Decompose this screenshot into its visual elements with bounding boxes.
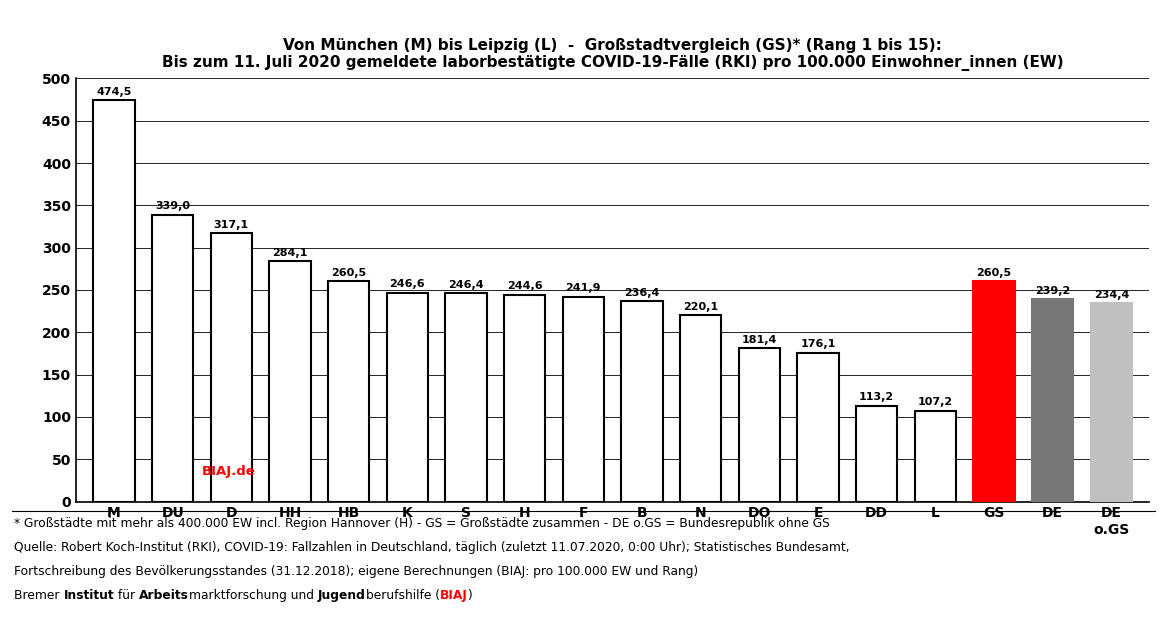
Text: 339,0: 339,0 xyxy=(155,201,190,211)
Text: 241,9: 241,9 xyxy=(566,283,601,293)
Text: BIAJ.de: BIAJ.de xyxy=(202,465,256,478)
Text: 246,6: 246,6 xyxy=(390,280,425,290)
Bar xyxy=(211,233,252,502)
Text: 234,4: 234,4 xyxy=(1093,290,1128,300)
Text: 474,5: 474,5 xyxy=(97,87,132,97)
Text: 246,4: 246,4 xyxy=(448,280,484,290)
Text: 260,5: 260,5 xyxy=(977,268,1012,278)
Text: Jugend: Jugend xyxy=(317,589,365,602)
Text: 181,4: 181,4 xyxy=(742,335,777,345)
Text: für: für xyxy=(114,589,139,602)
Text: 107,2: 107,2 xyxy=(917,398,953,408)
Text: 176,1: 176,1 xyxy=(801,339,836,349)
Text: ): ) xyxy=(468,589,473,602)
Bar xyxy=(152,214,194,502)
Text: 113,2: 113,2 xyxy=(859,393,894,403)
Text: BIAJ: BIAJ xyxy=(440,589,468,602)
Bar xyxy=(446,293,487,502)
Text: 260,5: 260,5 xyxy=(331,268,366,278)
Text: 239,2: 239,2 xyxy=(1035,286,1070,296)
Text: Quelle: Robert Koch-Institut (RKI), COVID-19: Fallzahlen in Deutschland, täglich: Quelle: Robert Koch-Institut (RKI), COVI… xyxy=(14,541,850,554)
Text: 236,4: 236,4 xyxy=(624,288,659,298)
Bar xyxy=(504,295,545,502)
Title: Von München (M) bis Leipzig (L)  -  Großstadtvergleich (GS)* (Rang 1 bis 15):
Bi: Von München (M) bis Leipzig (L) - Großst… xyxy=(162,38,1063,71)
Bar xyxy=(739,348,780,502)
Bar xyxy=(680,315,721,502)
Bar xyxy=(562,297,603,502)
Text: marktforschung und: marktforschung und xyxy=(189,589,317,602)
Bar xyxy=(1091,303,1132,502)
Bar xyxy=(386,293,428,502)
Text: 220,1: 220,1 xyxy=(683,302,718,312)
Bar xyxy=(328,281,369,502)
Bar xyxy=(857,406,897,502)
Bar xyxy=(915,411,956,502)
Bar xyxy=(973,281,1014,502)
Text: 317,1: 317,1 xyxy=(214,220,249,230)
Bar xyxy=(622,302,663,502)
Text: 284,1: 284,1 xyxy=(272,248,308,258)
Bar xyxy=(93,100,134,502)
Text: Arbeits: Arbeits xyxy=(139,589,189,602)
Text: 244,6: 244,6 xyxy=(506,281,543,291)
Bar xyxy=(797,352,839,502)
Bar xyxy=(270,261,310,502)
Text: Bremer: Bremer xyxy=(14,589,63,602)
Text: Fortschreibung des Bevölkerungsstandes (31.12.2018); eigene Berechnungen (BIAJ: : Fortschreibung des Bevölkerungsstandes (… xyxy=(14,565,698,578)
Text: berufshilfe (: berufshilfe ( xyxy=(365,589,440,602)
Text: Institut: Institut xyxy=(63,589,114,602)
Text: * Großstädte mit mehr als 400.000 EW incl. Region Hannover (H) - GS = Großstädte: * Großstädte mit mehr als 400.000 EW inc… xyxy=(14,517,830,530)
Bar xyxy=(1032,299,1074,502)
